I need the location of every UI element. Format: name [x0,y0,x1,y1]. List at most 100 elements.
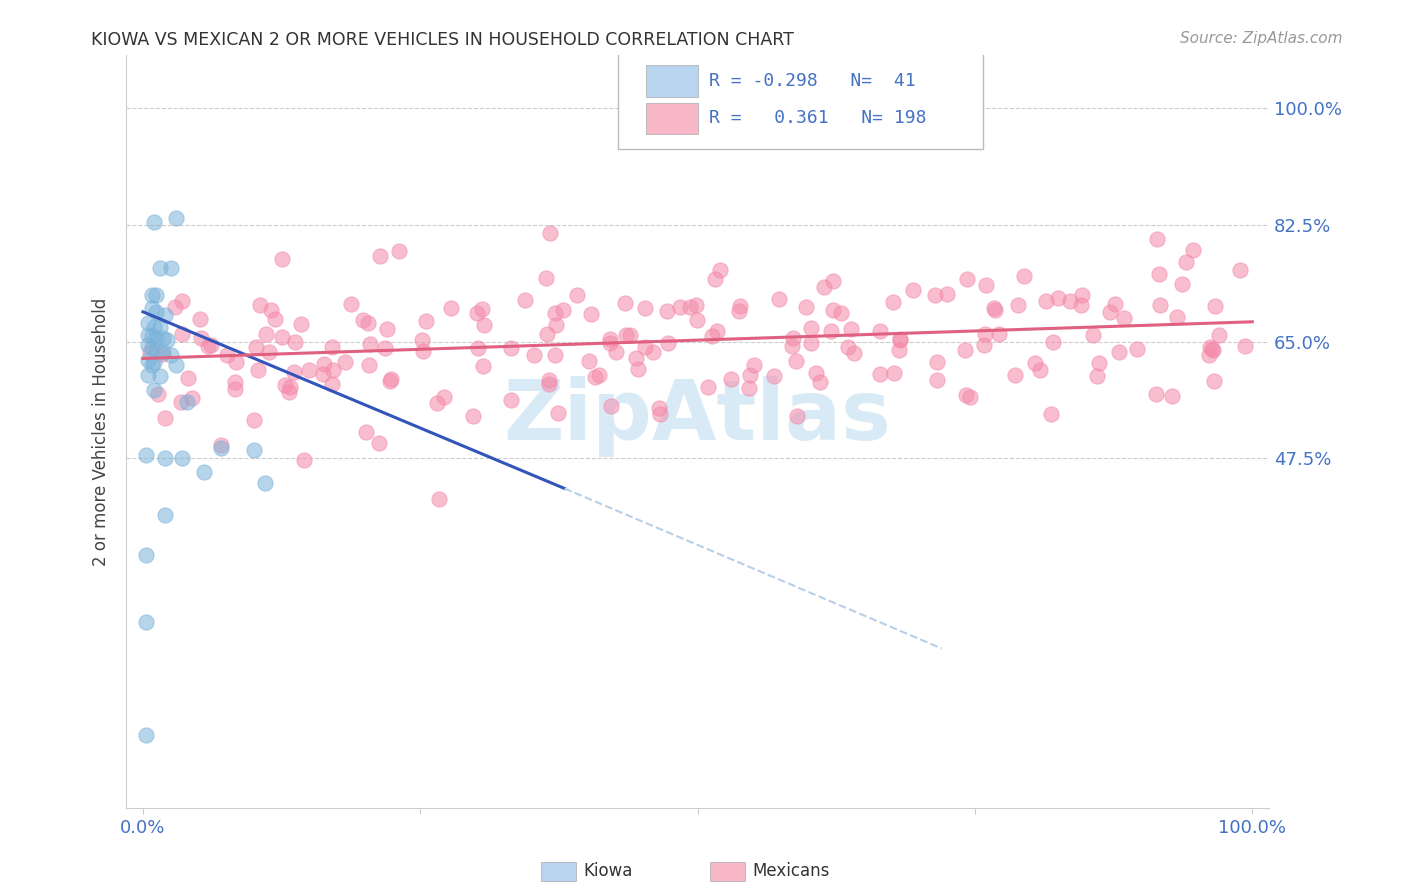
Point [925,373,948,387]
Point [141,288,163,302]
Point [1202,374,1225,388]
Point [1198,348,1220,362]
Point [176,394,198,409]
Point [352,312,374,326]
Text: ZipAtlas: ZipAtlas [503,376,891,458]
Point [839,322,862,336]
Point [1099,305,1122,319]
Point [245,340,267,354]
Point [737,381,759,395]
Point [706,324,728,338]
Point [333,354,356,368]
Point [312,357,335,371]
Point [217,348,239,362]
Point [657,304,679,318]
Point [143,355,166,369]
Point [1125,342,1147,356]
Point [728,304,751,318]
Point [411,333,433,347]
Point [821,303,844,318]
Point [257,345,280,359]
Point [1181,243,1204,257]
Point [1004,368,1026,382]
Point [278,380,301,394]
Point [298,363,321,377]
Point [427,491,450,506]
Point [1104,296,1126,310]
Point [634,340,657,354]
Point [700,328,723,343]
Point [375,321,398,335]
Point [956,272,979,286]
Point [152,331,174,345]
Point [135,548,157,562]
Point [614,295,637,310]
Point [1059,294,1081,309]
Point [145,305,167,319]
Point [1147,268,1170,282]
Point [605,344,627,359]
Point [768,292,790,306]
Point [135,615,157,629]
Point [165,358,187,372]
Point [153,508,176,522]
Point [273,378,295,392]
Point [283,365,305,379]
Point [536,327,558,342]
Point [953,343,976,357]
Point [1201,342,1223,356]
Point [149,320,172,334]
Point [887,343,910,357]
Point [844,345,866,359]
Point [150,347,173,361]
Point [883,367,905,381]
Point [321,377,343,392]
Point [471,301,494,316]
Point [634,301,657,315]
Point [669,301,692,315]
Point [1024,356,1046,370]
Point [728,299,751,313]
Point [139,344,162,359]
Point [388,244,411,259]
Point [988,326,1011,341]
Point [380,371,402,385]
Point [538,226,561,240]
Point [177,370,200,384]
Point [197,339,219,353]
Point [1208,327,1230,342]
Text: Source: ZipAtlas.com: Source: ZipAtlas.com [1180,31,1343,46]
Point [138,368,160,383]
Point [955,388,977,402]
Point [249,298,271,312]
Point [415,314,437,328]
Point [782,339,804,353]
Point [356,425,378,439]
Point [796,300,818,314]
Point [709,263,731,277]
Point [153,451,176,466]
Point [984,302,1007,317]
Point [534,271,557,285]
Point [1144,387,1167,401]
Point [973,337,995,351]
Point [544,348,567,362]
Point [200,337,222,351]
Text: R =   0.361   N= 198: R = 0.361 N= 198 [709,110,927,128]
Point [1166,310,1188,325]
Point [246,363,269,377]
Point [165,211,187,226]
FancyBboxPatch shape [647,103,697,134]
Point [143,320,166,334]
Point [141,342,163,356]
Text: KIOWA VS MEXICAN 2 OR MORE VEHICLES IN HOUSEHOLD CORRELATION CHART: KIOWA VS MEXICAN 2 OR MORE VEHICLES IN H… [91,31,794,49]
Text: Kiowa: Kiowa [583,863,633,880]
Point [254,326,277,341]
Point [499,393,522,408]
Point [1088,356,1111,370]
Point [145,288,167,302]
Point [1071,287,1094,301]
Point [138,316,160,330]
Point [936,286,959,301]
Point [292,452,315,467]
